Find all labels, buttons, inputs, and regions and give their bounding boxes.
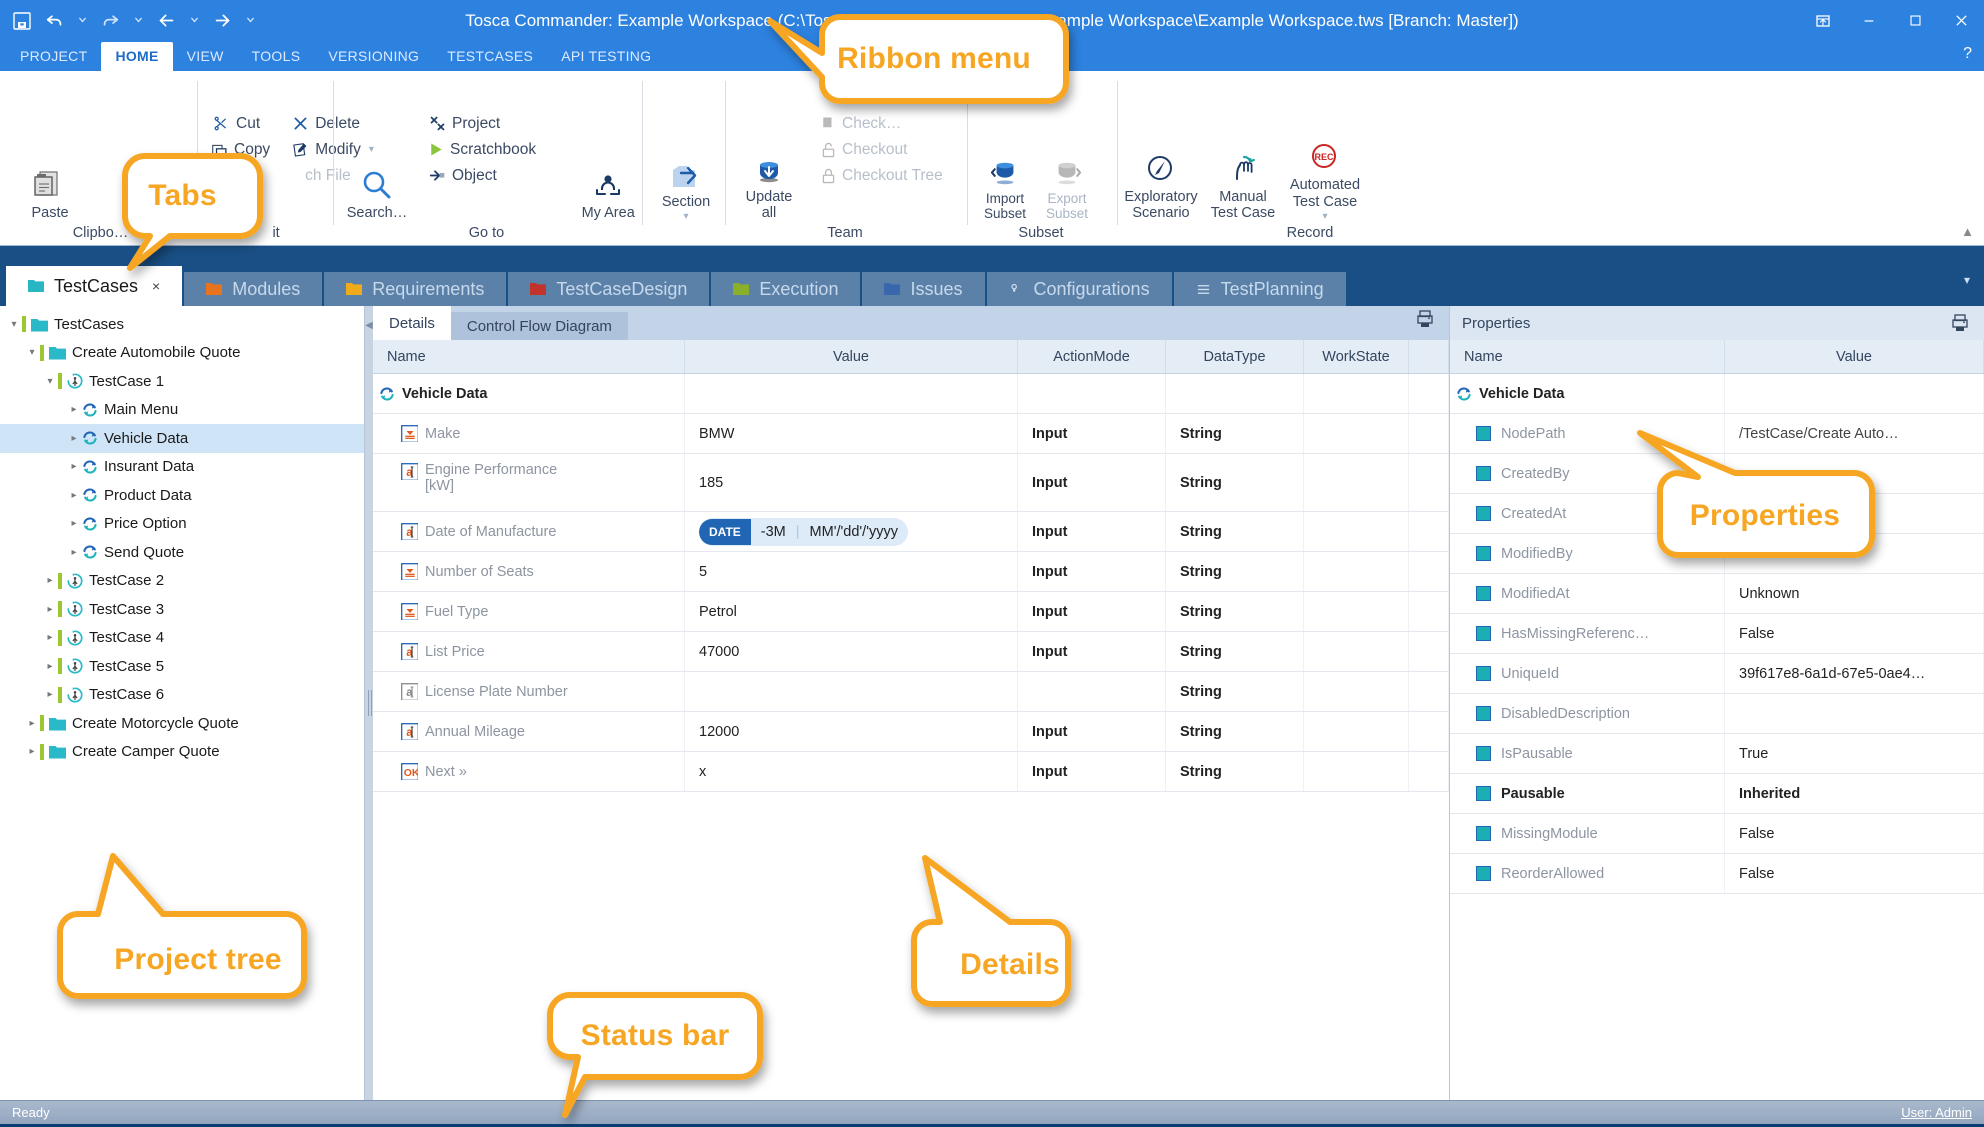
svg-text:REC: REC (1314, 152, 1334, 162)
